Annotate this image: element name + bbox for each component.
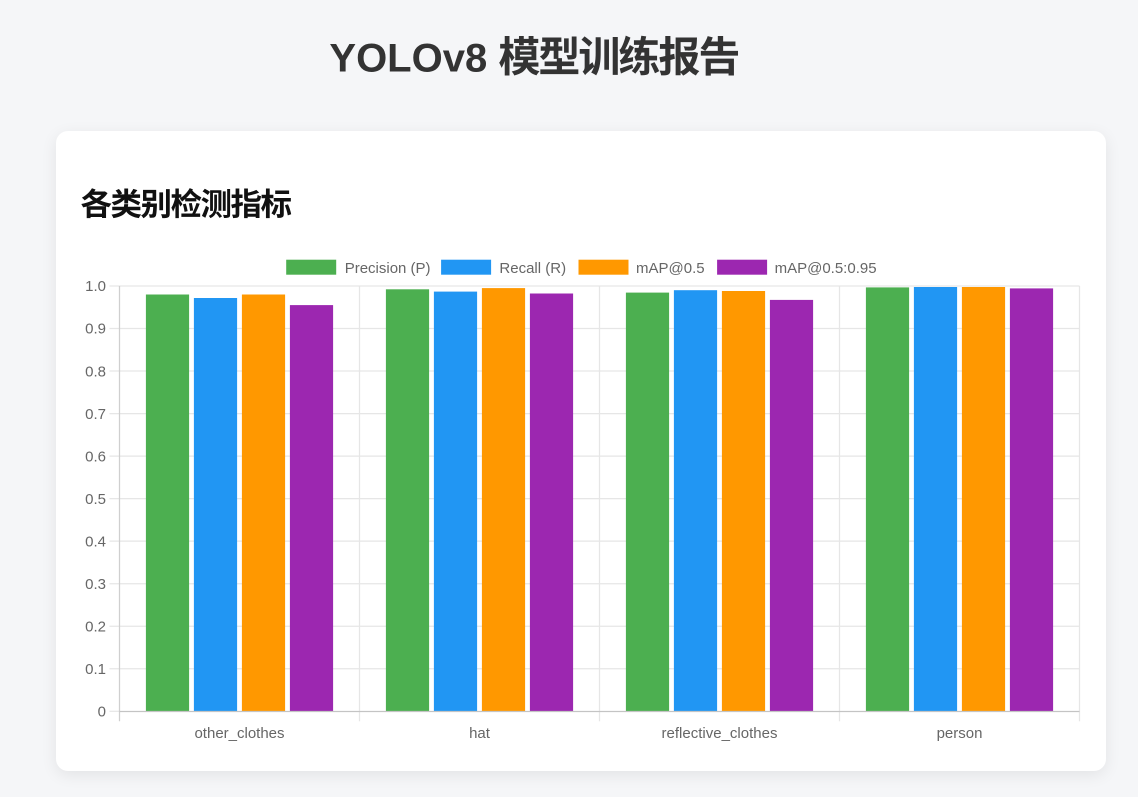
- svg-text:0.2: 0.2: [85, 618, 106, 635]
- svg-text:0.8: 0.8: [85, 363, 106, 380]
- svg-text:0.1: 0.1: [85, 661, 106, 678]
- svg-text:0.9: 0.9: [85, 321, 106, 338]
- svg-text:0.3: 0.3: [85, 576, 106, 593]
- svg-text:0.6: 0.6: [85, 448, 106, 465]
- svg-text:0.7: 0.7: [85, 406, 106, 423]
- svg-text:Precision (P): Precision (P): [345, 260, 431, 277]
- svg-text:hat: hat: [469, 725, 491, 742]
- svg-text:other_clothes: other_clothes: [194, 725, 284, 742]
- svg-text:YOLOv8: YOLOv8: [329, 37, 487, 81]
- svg-text:mAP@0.5: mAP@0.5: [636, 260, 705, 277]
- svg-text:0.4: 0.4: [85, 533, 106, 550]
- svg-text:1.0: 1.0: [85, 278, 106, 295]
- svg-text:person: person: [937, 725, 983, 742]
- svg-text:Recall (R): Recall (R): [499, 260, 566, 277]
- svg-text:0: 0: [98, 704, 106, 721]
- svg-text:0.5: 0.5: [85, 491, 106, 508]
- svg-text:reflective_clothes: reflective_clothes: [662, 725, 778, 742]
- svg-text:mAP@0.5:0.95: mAP@0.5:0.95: [775, 260, 877, 277]
